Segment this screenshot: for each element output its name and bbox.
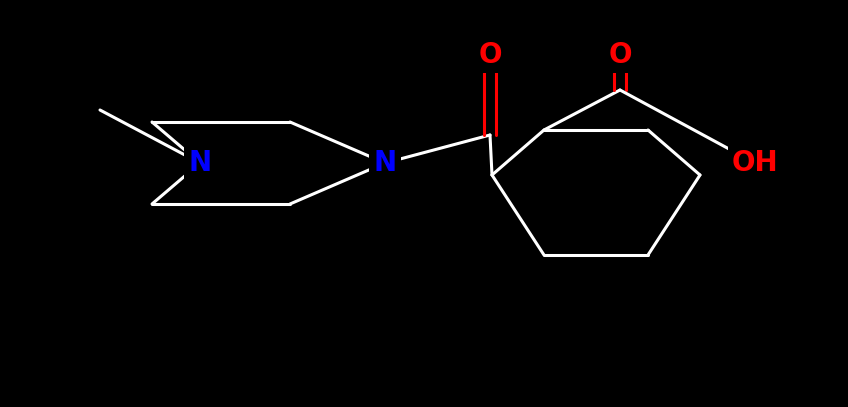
Text: N: N xyxy=(188,149,211,177)
Text: O: O xyxy=(608,41,632,69)
Text: N: N xyxy=(373,149,397,177)
Text: OH: OH xyxy=(732,149,778,177)
Text: O: O xyxy=(478,41,502,69)
